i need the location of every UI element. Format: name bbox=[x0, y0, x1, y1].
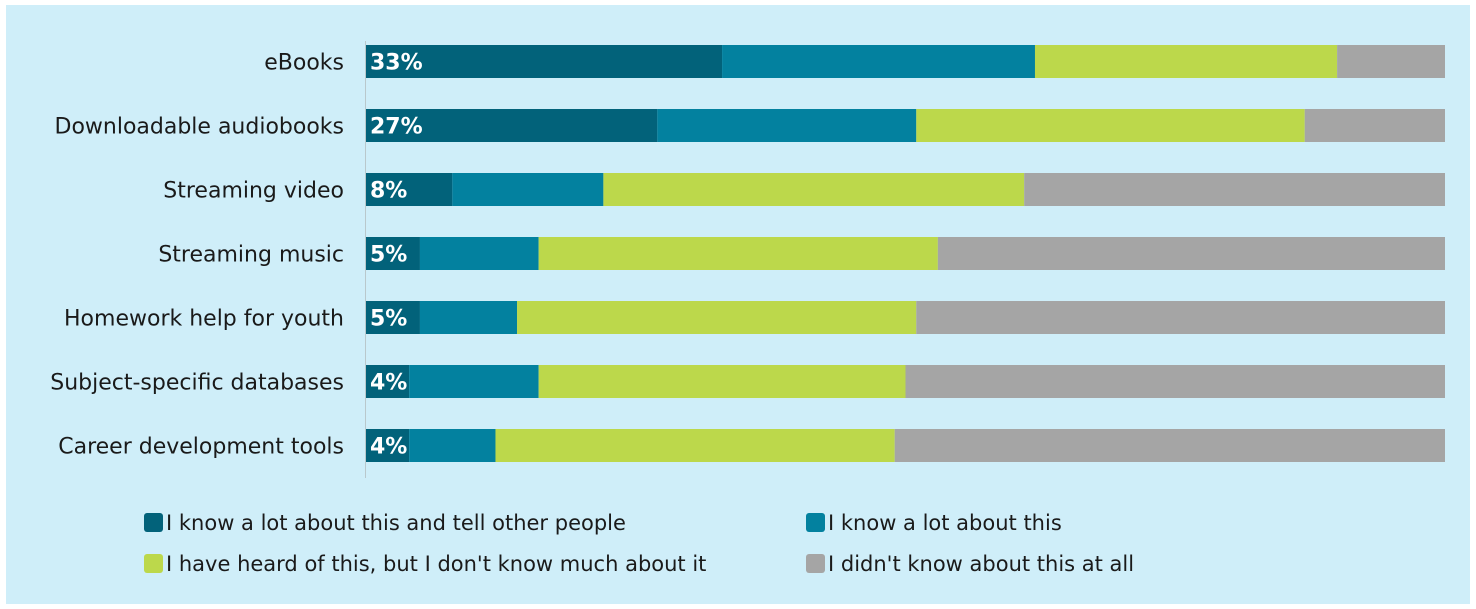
bar-segment bbox=[937, 237, 1445, 270]
bar-segment bbox=[657, 109, 917, 142]
bars-layer bbox=[366, 45, 1445, 462]
legend-label: I have heard of this, but I don't know m… bbox=[166, 552, 706, 576]
bar-segment bbox=[538, 237, 938, 270]
legend-item: I know a lot about this and tell other p… bbox=[144, 511, 626, 535]
bar-segment bbox=[419, 237, 539, 270]
legend-label: I know a lot about this and tell other p… bbox=[166, 511, 626, 535]
legend-label: I know a lot about this bbox=[828, 511, 1062, 535]
bar-segment bbox=[1304, 109, 1445, 142]
bar-segment bbox=[366, 109, 658, 142]
chart-container: eBooks 33% Downloadable audiobooks 27% Strea… bbox=[6, 5, 1470, 604]
bar-segment bbox=[366, 45, 723, 78]
bar-segment bbox=[1024, 173, 1445, 206]
bar-segment bbox=[366, 301, 420, 334]
bar-segment bbox=[419, 301, 518, 334]
bar-segment bbox=[1034, 45, 1338, 78]
legend-swatch bbox=[144, 513, 163, 532]
data-label: 5% bbox=[370, 243, 407, 268]
legend-swatch bbox=[806, 513, 825, 532]
bar-segment bbox=[905, 365, 1445, 398]
bar-segment bbox=[366, 237, 420, 270]
bar-segment bbox=[495, 429, 895, 462]
legend-swatch bbox=[806, 554, 825, 573]
bar-segment bbox=[894, 429, 1445, 462]
data-label: 4% bbox=[370, 435, 407, 460]
bar-segment bbox=[366, 429, 410, 462]
category-label: Streaming music bbox=[158, 243, 344, 268]
bar-segment bbox=[517, 301, 917, 334]
bar-segment bbox=[409, 365, 539, 398]
bar-segment bbox=[409, 429, 496, 462]
data-label: 4% bbox=[370, 371, 407, 396]
category-label: Homework help for youth bbox=[64, 307, 344, 332]
category-label: Subject-specific databases bbox=[50, 371, 344, 396]
data-label: 33% bbox=[370, 51, 423, 76]
bar-segment bbox=[916, 109, 1305, 142]
category-label: Downloadable audiobooks bbox=[55, 115, 345, 140]
legend-label: I didn't know about this at all bbox=[828, 552, 1134, 576]
bar-segment bbox=[1337, 45, 1445, 78]
bar-segment bbox=[366, 173, 453, 206]
stacked-bar-chart: eBooks 33% Downloadable audiobooks 27% Strea… bbox=[50, 41, 1445, 576]
data-label: 27% bbox=[370, 115, 423, 140]
bar-segment bbox=[916, 301, 1445, 334]
labels-layer: eBooks 33% Downloadable audiobooks 27% Strea… bbox=[50, 51, 422, 460]
category-label: Career development tools bbox=[58, 435, 344, 460]
data-label: 8% bbox=[370, 179, 407, 204]
bar-segment bbox=[538, 365, 906, 398]
category-label: Streaming video bbox=[163, 179, 344, 204]
bar-segment bbox=[722, 45, 1035, 78]
legend-item: I have heard of this, but I don't know m… bbox=[144, 552, 706, 576]
legend-swatch bbox=[144, 554, 163, 573]
legend-item: I didn't know about this at all bbox=[806, 552, 1134, 576]
legend: I know a lot about this and tell other p… bbox=[144, 511, 1134, 576]
data-label: 5% bbox=[370, 307, 407, 332]
bar-segment bbox=[603, 173, 1025, 206]
legend-item: I know a lot about this bbox=[806, 511, 1062, 535]
bar-segment bbox=[366, 365, 410, 398]
category-label: eBooks bbox=[264, 51, 344, 76]
bar-segment bbox=[452, 173, 604, 206]
